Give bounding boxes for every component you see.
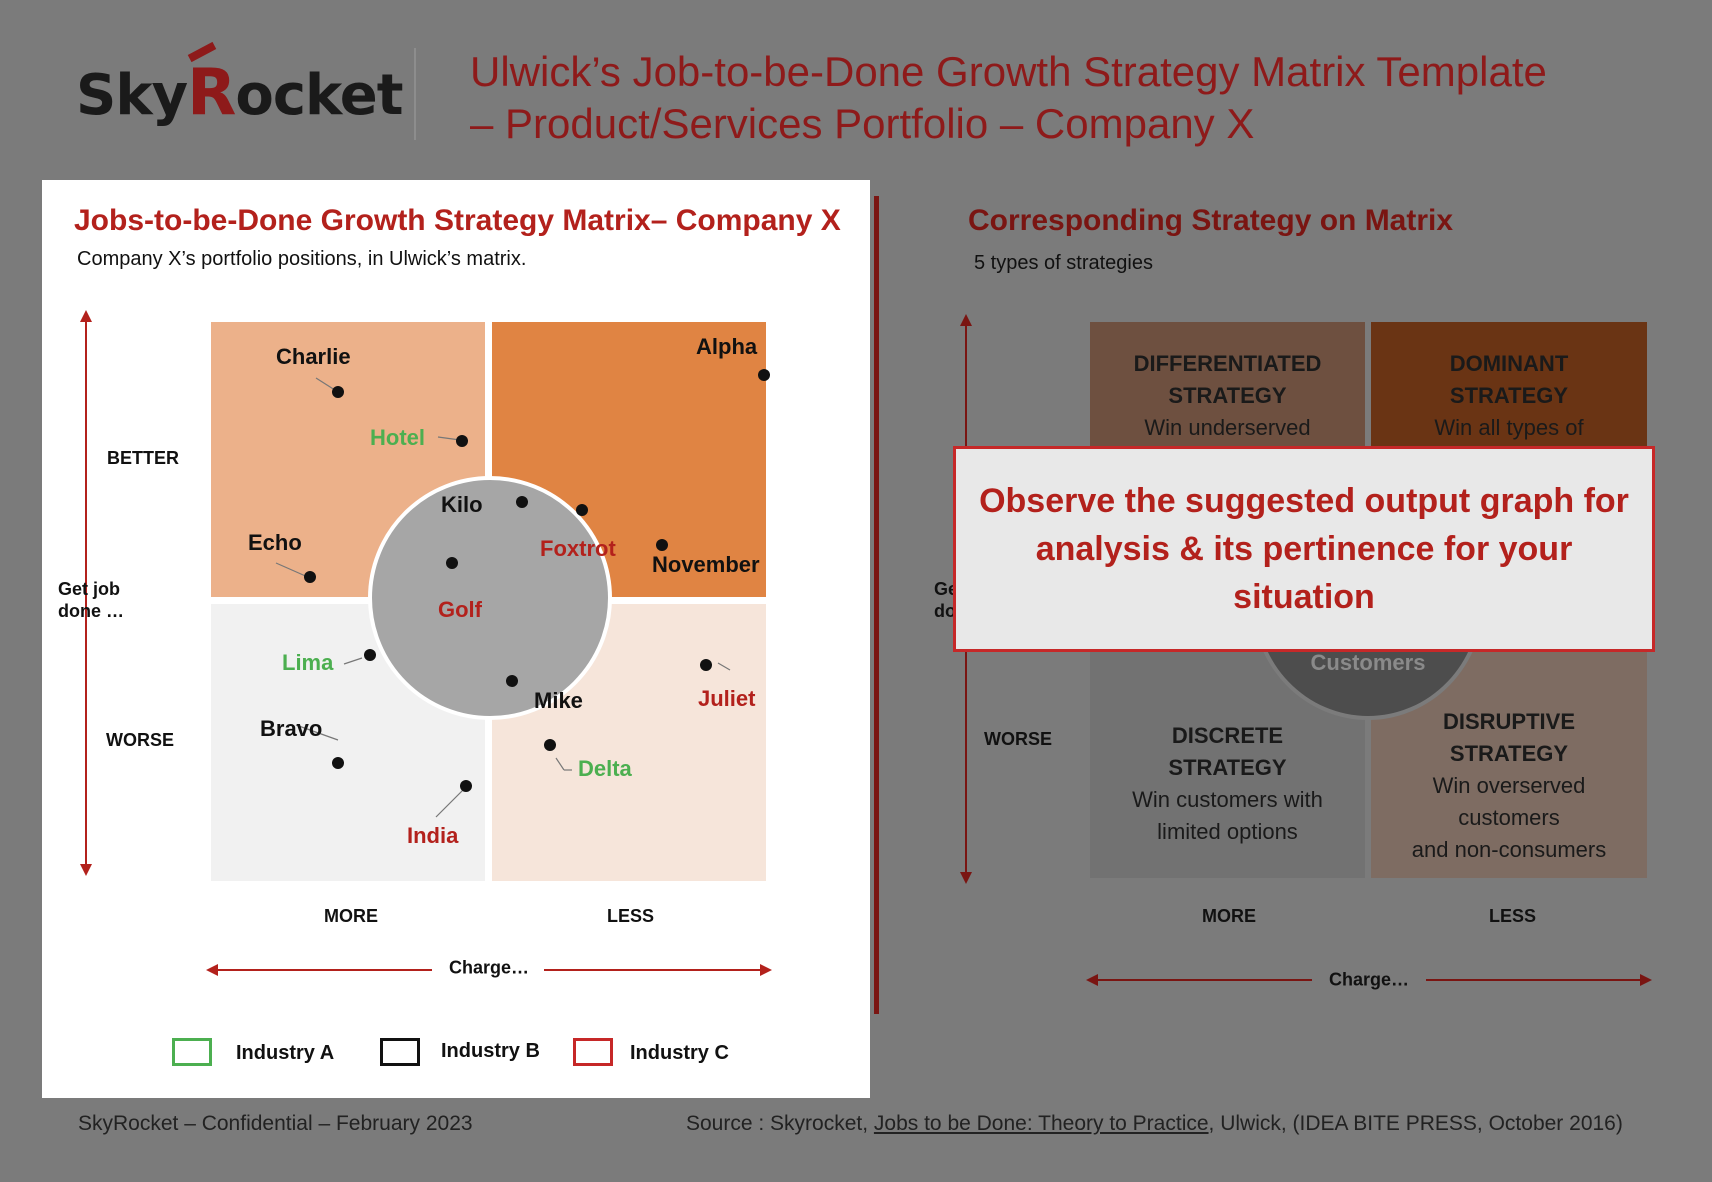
point-dot-alpha xyxy=(758,369,770,381)
point-dot-november xyxy=(656,539,668,551)
point-label-november: November xyxy=(652,552,760,577)
page-title-line1: Ulwick’s Job-to-be-Done Growth Strategy … xyxy=(470,48,1547,95)
discrete-title-line1: DISCRETE xyxy=(1171,723,1284,748)
disruptive-desc-line1: Win overserved xyxy=(1432,773,1586,798)
disruptive-title-line2: STRATEGY xyxy=(1449,741,1569,766)
point-label-foxtrot: Foxtrot xyxy=(540,536,616,561)
footer-source-book: Jobs to be Done: Theory to Practice xyxy=(873,1112,1209,1135)
point-dot-juliet xyxy=(700,659,712,671)
point-dot-hotel xyxy=(456,435,468,447)
point-dot-kilo xyxy=(516,496,528,508)
point-label-hotel: Hotel xyxy=(370,425,425,450)
strategy-x-axis-less: LESS xyxy=(1489,906,1537,926)
strategy-y-axis-worse: WORSE xyxy=(984,729,1053,749)
discrete-title-line2: STRATEGY xyxy=(1168,755,1287,780)
strategy-y-axis-title: Ge do xyxy=(934,579,959,621)
logo-text-ocket: ocket xyxy=(235,63,403,128)
strategy-center-label: Customers xyxy=(1310,650,1426,675)
point-dot-echo xyxy=(304,571,316,583)
point-label-alpha: Alpha xyxy=(696,334,758,359)
differentiated-title-line2: STRATEGY xyxy=(1168,383,1287,408)
point-dot-golf xyxy=(446,557,458,569)
page-title-line2: – Product/Services Portfolio – Company X xyxy=(470,100,1255,147)
point-label-golf: Golf xyxy=(438,597,482,622)
footer-confidential: SkyRocket – Confidential – February 2023 xyxy=(78,1112,473,1135)
discrete-desc-line2: limited options xyxy=(1157,819,1298,844)
panel-divider xyxy=(874,196,879,1014)
skyrocket-logo: SkyRocket xyxy=(76,41,404,130)
disruptive-title-line1: DISRUPTIVE xyxy=(1442,709,1576,734)
point-label-charlie: Charlie xyxy=(276,344,351,369)
footer-source-prefix: Source : Skyrocket, xyxy=(686,1112,874,1135)
dominant-title-line1: DOMINANT xyxy=(1449,351,1569,376)
point-label-kilo: Kilo xyxy=(441,492,483,517)
strategy-x-axis-more: MORE xyxy=(1202,906,1256,926)
legend-label-industry-b: Industry B xyxy=(441,1040,540,1062)
callout-text: Observe the suggested output graph for a… xyxy=(979,482,1629,616)
strategy-x-axis-arrow xyxy=(1086,974,1652,986)
disruptive-desc-line3: and non-consumers xyxy=(1411,837,1607,862)
y-axis-worse: WORSE xyxy=(106,730,175,750)
point-dot-india xyxy=(460,780,472,792)
legend-swatch-industry-c xyxy=(573,1038,613,1066)
strategy-subtitle: 5 types of strategies xyxy=(974,252,1153,274)
legend-label-industry-c: Industry C xyxy=(630,1042,729,1064)
discrete-desc-line1: Win customers with xyxy=(1132,787,1323,812)
callout-box: Observe the suggested output graph for a… xyxy=(953,446,1655,652)
header-separator xyxy=(414,48,416,140)
strategy-title: Corresponding Strategy on Matrix xyxy=(968,204,1454,237)
y-axis-better: BETTER xyxy=(107,448,179,468)
logo-text-r: R xyxy=(187,56,236,130)
footer-source: Source : Skyrocket, Jobs to be Done: The… xyxy=(686,1112,1623,1136)
point-label-juliet: Juliet xyxy=(698,686,756,711)
y-axis-arrow xyxy=(80,310,92,876)
differentiated-title-line1: DIFFERENTIATED xyxy=(1133,351,1322,376)
legend-swatch-industry-a xyxy=(172,1038,212,1066)
point-dot-bravo xyxy=(332,757,344,769)
legend-label-industry-a: Industry A xyxy=(236,1042,335,1064)
point-label-delta: Delta xyxy=(578,756,632,781)
y-axis-title: Get job done … xyxy=(58,579,124,621)
legend-swatch-industry-b xyxy=(380,1038,420,1066)
point-label-bravo: Bravo xyxy=(260,716,323,741)
x-axis-arrow xyxy=(206,964,772,976)
strategy-x-axis-title: Charge… xyxy=(1329,969,1410,990)
point-dot-delta xyxy=(544,739,556,751)
point-dot-mike xyxy=(506,675,518,687)
point-dot-lima xyxy=(364,649,376,661)
point-label-mike: Mike xyxy=(534,688,583,713)
point-dot-foxtrot xyxy=(576,504,588,516)
matrix-title: Jobs-to-be-Done Growth Strategy Matrix– … xyxy=(74,204,841,237)
footer-source-suffix: , Ulwick, (IDEA BITE PRESS, October 2016… xyxy=(1208,1112,1623,1135)
point-label-echo: Echo xyxy=(248,530,302,555)
logo-text-sky: Sky xyxy=(76,63,188,128)
point-label-india: India xyxy=(407,823,459,848)
x-axis-title: Charge… xyxy=(449,957,530,978)
point-dot-charlie xyxy=(332,386,344,398)
matrix-subtitle: Company X’s portfolio positions, in Ulwi… xyxy=(77,248,527,270)
center-circle xyxy=(368,476,612,720)
page-title: Ulwick’s Job-to-be-Done Growth Strategy … xyxy=(470,46,1650,150)
dominant-desc: Win all types of xyxy=(1434,415,1584,440)
dominant-title-line2: STRATEGY xyxy=(1449,383,1569,408)
differentiated-desc: Win underserved xyxy=(1144,415,1311,440)
disruptive-desc-line2: customers xyxy=(1458,805,1560,830)
x-axis-more: MORE xyxy=(324,906,378,926)
point-label-lima: Lima xyxy=(282,650,334,675)
x-axis-less: LESS xyxy=(607,906,655,926)
portfolio-matrix-panel: Jobs-to-be-Done Growth Strategy Matrix– … xyxy=(42,180,870,1098)
